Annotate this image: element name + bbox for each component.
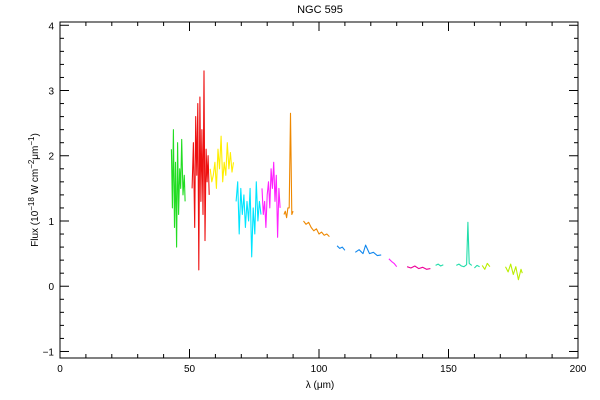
- x-tick-label: 50: [184, 364, 196, 375]
- y-tick-label: 3: [48, 87, 54, 98]
- series-line-2: [191, 70, 210, 271]
- x-tick-label: 200: [570, 364, 587, 375]
- y-tick-label: 4: [48, 21, 54, 32]
- spectrum-series: [170, 70, 523, 281]
- series-line-7: [303, 220, 330, 237]
- series-line-9: [354, 244, 382, 257]
- series-line-10: [388, 258, 398, 268]
- x-tick-label: 100: [311, 364, 328, 375]
- y-tick-labels: −1 0 1 2 3 4: [43, 21, 55, 358]
- x-tick-label: 0: [57, 364, 63, 375]
- y-tick-label: 1: [48, 217, 54, 228]
- x-tick-label: 150: [440, 364, 457, 375]
- series-line-5: [261, 161, 281, 238]
- y-tick-label: 0: [48, 282, 54, 293]
- series-line-15: [481, 262, 491, 270]
- plot-frame: [59, 21, 579, 359]
- series-line-13: [456, 221, 473, 268]
- y-tick-label: 2: [48, 152, 54, 163]
- series-line-6: [283, 112, 294, 219]
- x-axis-label: λ (μm): [306, 380, 335, 391]
- y-axis-label: Flux (10−18 W cm−2μm−1): [27, 133, 41, 247]
- y-tick-label: −1: [43, 347, 55, 358]
- series-line-11: [406, 265, 431, 270]
- series-line-14: [474, 264, 480, 269]
- series-line-12: [435, 263, 444, 267]
- axis-ticks: [59, 22, 579, 358]
- x-tick-labels: 0 50 100 150 200: [57, 364, 587, 375]
- series-line-1: [170, 129, 186, 248]
- series-line-16: [505, 263, 523, 281]
- chart-title: NGC 595: [297, 4, 343, 16]
- series-line-8: [336, 245, 346, 251]
- series-line-4: [235, 181, 262, 258]
- series-line-3: [209, 135, 235, 189]
